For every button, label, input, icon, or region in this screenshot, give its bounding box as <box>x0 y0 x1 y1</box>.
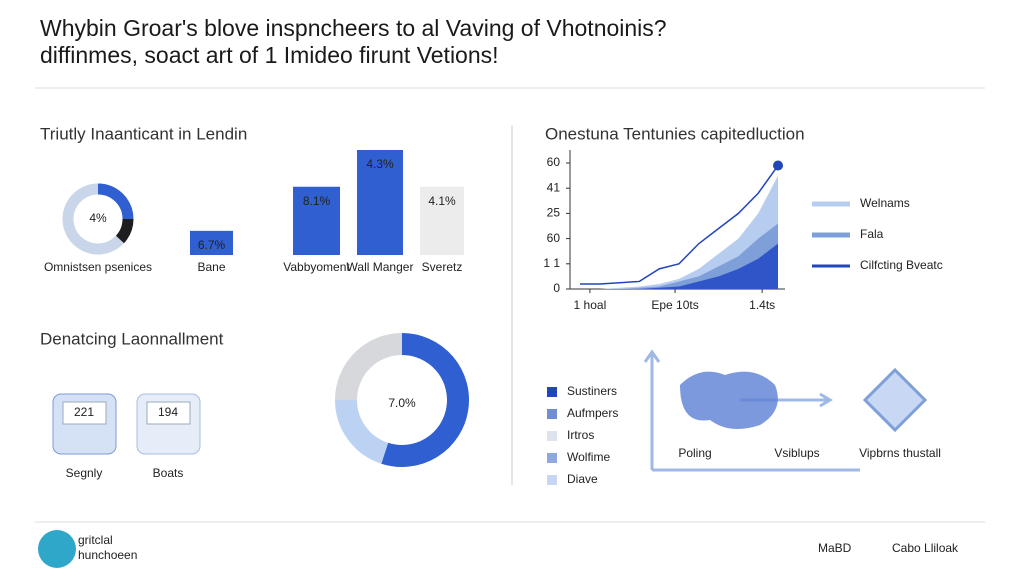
logo: gritclal <box>78 533 113 547</box>
x-tick-label: 1.4ts <box>749 298 775 312</box>
area <box>580 175 778 289</box>
legend-swatch <box>547 387 557 397</box>
legend-label: Sustiners <box>567 384 617 398</box>
y-tick-label: 1 1 <box>543 256 560 270</box>
card-label: Boats <box>153 466 184 480</box>
y-tick-label: 25 <box>547 206 561 220</box>
chart-title: Onestuna Tentunies capitedluction <box>545 124 805 143</box>
x-tick-label: Epe 10ts <box>651 298 698 312</box>
card-screen <box>62 401 107 425</box>
bar-label: 6.7% <box>198 238 226 252</box>
bar-label: 8.1% <box>303 194 331 208</box>
logo: hunchoeen <box>78 548 137 562</box>
bar <box>357 150 403 255</box>
donut-segment <box>335 333 403 401</box>
donut-segment <box>381 333 469 467</box>
legend-label: Fala <box>860 227 884 241</box>
donut-segment <box>335 399 389 464</box>
line <box>580 165 779 285</box>
legend-label: Diave <box>567 472 598 486</box>
donut-segment <box>97 183 134 220</box>
bar <box>190 230 233 255</box>
legend-swatch <box>547 409 557 419</box>
bar-name: Wall Manger <box>347 260 414 274</box>
area <box>580 243 778 289</box>
legend-label: Irtros <box>567 428 594 442</box>
card-screen <box>146 401 191 425</box>
point <box>773 160 783 171</box>
bar <box>293 186 340 255</box>
y-tick-label: 60 <box>547 155 561 169</box>
bar <box>420 186 464 255</box>
legend-swatch <box>547 431 557 441</box>
legend-label: Wolfime <box>567 450 610 464</box>
bar-name: Vabbyoment <box>283 260 350 274</box>
donut-label: 7.0% <box>388 396 416 410</box>
legend-label: Welnams <box>860 196 910 210</box>
bar-name: Sveretz <box>422 260 463 274</box>
legend-swatch <box>547 453 557 463</box>
bar-label: 4.3% <box>366 157 394 171</box>
legend-swatch <box>547 475 557 485</box>
donut-caption: Omnistsen psenices <box>44 260 152 274</box>
card-value: 221 <box>74 405 94 419</box>
card-value: 194 <box>158 405 178 419</box>
bar-label: 4.1% <box>428 194 456 208</box>
bar-name: Bane <box>197 260 225 274</box>
y-tick-label: 60 <box>547 231 561 245</box>
title: Whybin Groar's blove inspncheers to al V… <box>40 15 667 41</box>
x-tick-label: 1 hoal <box>574 298 607 312</box>
flow-label: Vsiblups <box>774 446 819 460</box>
flow-label: Vipbrns thustall <box>859 446 941 460</box>
logo-icon <box>38 530 76 568</box>
donut-segment <box>62 183 124 255</box>
brand: Cabo Lliloak <box>892 541 959 555</box>
faint-text: MaBD <box>818 541 852 555</box>
y-tick-label: 41 <box>547 180 561 194</box>
y-tick-label: 0 <box>553 281 560 295</box>
flow-diagram <box>643 349 928 472</box>
donut-label: 4% <box>89 211 107 225</box>
card-label: Segnly <box>66 466 103 480</box>
panel-title: Triutly Inaanticant in Lendin <box>40 124 247 143</box>
legend-label: Aufmpers <box>567 406 618 420</box>
subtitle: diffinmes, soact art of 1 Imideo firunt … <box>40 42 499 68</box>
legend-label: Cilfcting Bveatc <box>860 258 943 272</box>
panel-title: Denatcing Laonnallment <box>40 329 224 348</box>
donut-segment <box>115 218 134 244</box>
flow-label: Poling <box>678 446 711 460</box>
